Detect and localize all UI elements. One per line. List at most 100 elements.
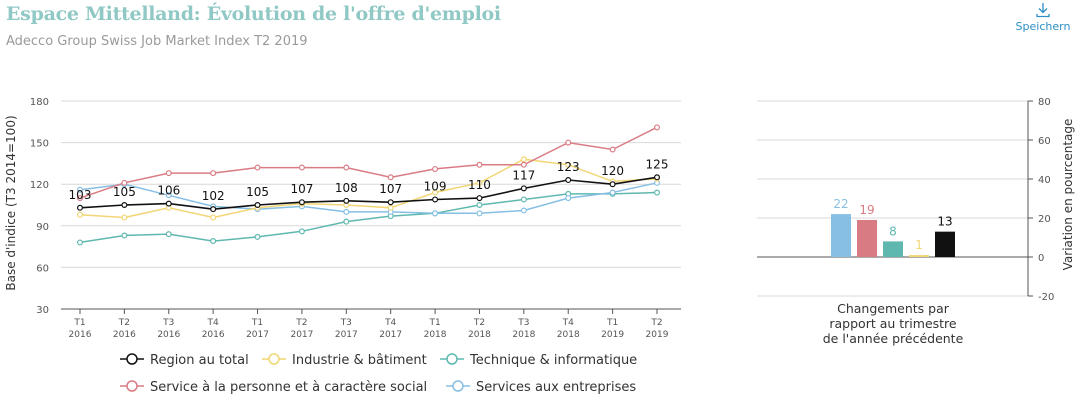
y-tick-label: 30	[36, 305, 49, 316]
legend-label-region: Region au total	[150, 353, 249, 368]
y2-tick-label: 80	[1038, 97, 1051, 108]
data-label: 110	[468, 178, 491, 192]
page-subtitle: Adecco Group Swiss Job Market Index T2 2…	[6, 34, 308, 49]
bar-chart-caption: rapport au trimestre	[829, 316, 957, 331]
x-tick-label-year: 2016	[157, 330, 180, 340]
x-tick-label-year: 2016	[113, 330, 136, 340]
data-point-services-entreprises	[165, 192, 172, 199]
y2-tick-label: -20	[1038, 292, 1054, 303]
bar-chart-caption: Changements par	[837, 301, 950, 316]
data-label: 106	[157, 184, 180, 198]
x-tick-label-quarter: T1	[428, 318, 440, 328]
data-point-industrie	[520, 156, 527, 163]
y-tick-label: 120	[30, 180, 49, 191]
x-tick-label-quarter: T2	[473, 318, 485, 328]
x-tick-label-year: 2019	[646, 330, 669, 340]
data-point-region	[298, 199, 305, 206]
legend-marker-service-personne	[126, 380, 138, 392]
x-tick-label-quarter: T3	[517, 318, 529, 328]
data-point-technique	[653, 189, 660, 196]
data-point-service-personne	[565, 139, 572, 146]
save-button[interactable]: Speichern	[1013, 2, 1073, 33]
y-tick-label: 90	[36, 222, 49, 233]
data-point-services-entreprises	[565, 195, 572, 202]
data-point-service-personne	[76, 195, 83, 202]
data-label: 108	[335, 181, 358, 195]
bar-services-entreprises	[831, 214, 851, 257]
series-line-technique	[79, 191, 658, 244]
bar-value-label: 1	[915, 238, 923, 252]
data-point-service-personne	[476, 161, 483, 168]
data-point-region	[387, 199, 394, 206]
x-tick-label-quarter: T4	[562, 318, 574, 328]
data-point-region	[165, 200, 172, 207]
data-point-industrie	[387, 204, 394, 211]
bar-technique	[883, 241, 903, 257]
bar-service-personne	[857, 219, 877, 257]
legend-label-services-entreprises: Services aux entreprises	[476, 380, 636, 395]
data-point-technique	[121, 232, 128, 239]
legend-label-technique: Technique & informatique	[469, 353, 637, 368]
x-tick-label-quarter: T4	[207, 318, 219, 328]
data-point-region	[343, 197, 350, 204]
legend-marker-industrie	[268, 353, 280, 365]
data-label: 102	[202, 189, 225, 203]
data-point-region	[210, 206, 217, 213]
data-point-technique	[165, 231, 172, 238]
data-point-industrie	[432, 189, 439, 196]
data-point-services-entreprises	[520, 207, 527, 214]
data-point-industrie	[210, 214, 217, 221]
x-tick-label-quarter: T4	[384, 318, 396, 328]
series-line-region	[79, 176, 658, 211]
data-point-service-personne	[520, 161, 527, 168]
save-label: Speichern	[1015, 20, 1071, 33]
data-point-service-personne	[165, 170, 172, 177]
bar-value-label: 19	[859, 203, 874, 217]
data-point-service-personne	[609, 146, 616, 153]
x-tick-label-quarter: T2	[295, 318, 307, 328]
data-point-service-personne	[121, 179, 128, 186]
data-point-service-personne	[210, 170, 217, 177]
x-tick-label-year: 2017	[246, 330, 269, 340]
download-icon	[1036, 3, 1050, 18]
data-point-industrie	[476, 179, 483, 186]
y2-axis-title: Variation en pourcentage	[1061, 119, 1075, 271]
data-label: 125	[646, 157, 669, 171]
y2-tick-label: 40	[1038, 175, 1051, 186]
data-point-technique	[520, 196, 527, 203]
data-point-technique	[210, 238, 217, 245]
data-point-region	[254, 202, 261, 209]
data-label: 123	[557, 160, 580, 174]
bar-value-label: 8	[889, 224, 897, 238]
series-line-industrie	[79, 158, 658, 219]
x-tick-label-year: 2018	[557, 330, 580, 340]
data-point-services-entreprises	[432, 210, 439, 217]
data-point-region	[520, 185, 527, 192]
y-axis-title: Base d'indice (T3 2014=100)	[4, 115, 18, 290]
x-tick-label-quarter: T1	[73, 318, 85, 328]
x-tick-label-quarter: T2	[650, 318, 662, 328]
data-point-service-personne	[387, 174, 394, 181]
x-tick-label-year: 2017	[290, 330, 313, 340]
x-tick-label-year: 2016	[202, 330, 225, 340]
data-point-technique	[343, 218, 350, 225]
data-point-services-entreprises	[76, 186, 83, 193]
x-tick-label-quarter: T3	[162, 318, 174, 328]
x-tick-label-year: 2019	[601, 330, 624, 340]
data-point-region	[432, 196, 439, 203]
data-point-region	[121, 202, 128, 209]
data-point-services-entreprises	[476, 210, 483, 217]
x-tick-label-year: 2017	[335, 330, 358, 340]
y2-tick-label: 0	[1038, 253, 1044, 264]
legend-label-industrie: Industrie & bâtiment	[292, 353, 427, 368]
data-label: 105	[113, 185, 136, 199]
data-point-region	[565, 177, 572, 184]
data-label: 117	[512, 168, 535, 182]
data-point-region	[76, 204, 83, 211]
data-label: 103	[69, 188, 92, 202]
legend-marker-technique	[446, 353, 458, 365]
page-title: Espace Mittelland: Évolution de l'offre …	[6, 3, 501, 25]
legend-marker-services-entreprises	[452, 380, 464, 392]
x-tick-label-quarter: T2	[118, 318, 130, 328]
